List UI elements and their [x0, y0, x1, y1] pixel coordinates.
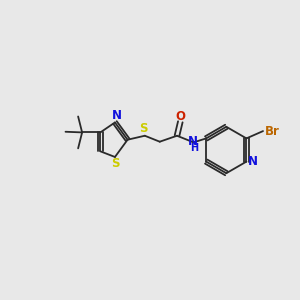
Text: N: N	[248, 155, 257, 168]
Text: Br: Br	[265, 124, 280, 138]
Text: S: S	[139, 122, 148, 135]
Text: N: N	[112, 109, 122, 122]
Text: H: H	[190, 143, 198, 153]
Text: N: N	[188, 134, 198, 148]
Text: O: O	[175, 110, 185, 123]
Text: S: S	[111, 157, 120, 170]
